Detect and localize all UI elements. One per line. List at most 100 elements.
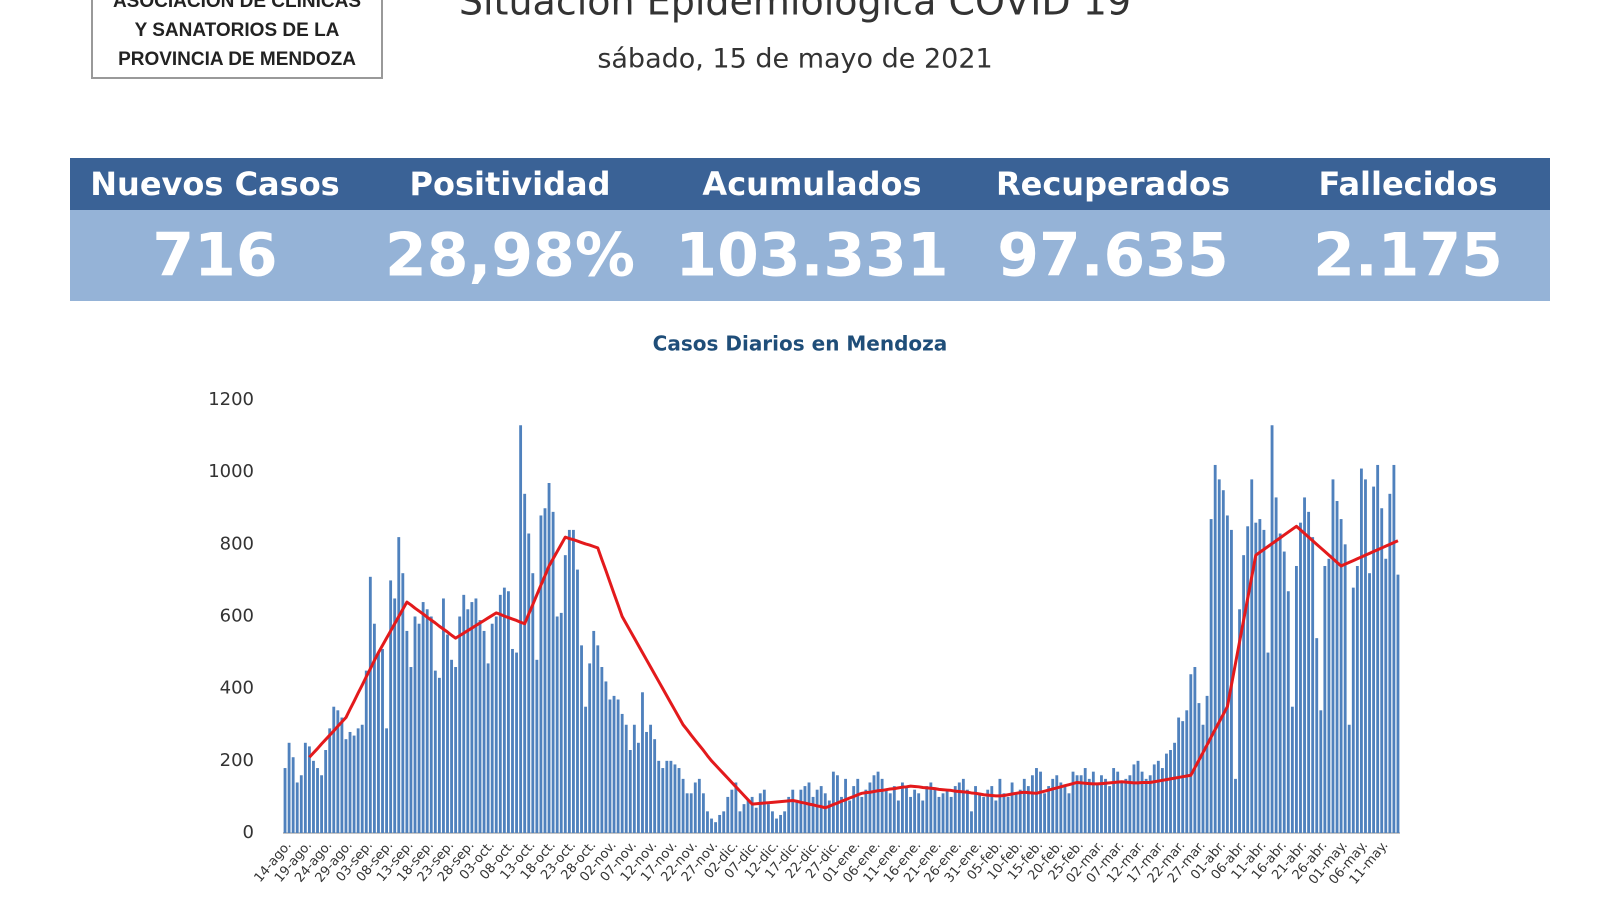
bar — [1026, 786, 1030, 833]
bar — [320, 775, 324, 833]
bar — [986, 789, 990, 833]
bar — [429, 616, 433, 833]
bar — [1006, 796, 1010, 833]
bar — [799, 789, 803, 833]
bar — [1165, 753, 1168, 833]
bar — [1083, 768, 1087, 833]
bar — [511, 648, 514, 833]
bar — [1266, 652, 1270, 833]
bar — [588, 663, 592, 833]
bar — [1376, 464, 1380, 833]
bar — [775, 818, 778, 833]
bar — [1173, 742, 1176, 833]
bar — [515, 652, 518, 833]
bar — [823, 793, 827, 833]
bar — [901, 782, 904, 833]
bar — [710, 818, 713, 833]
date: sábado, 15 de mayo de 2021 — [597, 44, 992, 75]
bar — [543, 508, 547, 833]
bar — [1112, 768, 1116, 833]
bar — [909, 796, 912, 833]
bar — [1177, 717, 1181, 833]
bar — [381, 648, 384, 833]
bar — [718, 814, 722, 833]
bar — [502, 587, 506, 833]
bar — [701, 793, 705, 833]
bar — [811, 796, 815, 833]
bar — [1160, 768, 1164, 833]
bar — [1347, 724, 1351, 833]
bar — [1197, 703, 1201, 833]
bar — [1185, 710, 1189, 833]
chart-title: Casos Diarios en Mendoza — [653, 332, 948, 356]
y-tick-label: 400 — [220, 678, 254, 699]
bar — [1116, 771, 1120, 833]
bar — [1278, 533, 1282, 833]
bar — [316, 768, 319, 833]
bar — [636, 742, 640, 833]
bar — [1063, 786, 1067, 833]
bar — [1323, 565, 1327, 833]
logo-line: PROVINCIA DE MENDOZA — [118, 49, 356, 70]
moving-average-line — [308, 524, 1399, 810]
bar — [1388, 493, 1392, 833]
bar — [1359, 468, 1363, 833]
bar — [1035, 768, 1038, 833]
bar — [283, 768, 287, 833]
bar — [868, 782, 872, 833]
bar — [730, 789, 734, 833]
stat-label: Positividad — [410, 165, 611, 203]
bar — [742, 804, 746, 833]
bar — [933, 789, 937, 833]
stat-label: Acumulados — [702, 165, 921, 203]
bar — [1148, 775, 1152, 833]
bar — [1384, 558, 1388, 833]
bar — [738, 811, 742, 833]
bar — [1221, 490, 1225, 833]
bar — [421, 602, 425, 833]
bar — [523, 493, 527, 833]
logo-frame — [91, 0, 383, 79]
bar — [417, 623, 421, 833]
bar — [1364, 479, 1367, 833]
bar — [994, 800, 998, 833]
bar — [466, 609, 470, 833]
stats-header — [70, 158, 1550, 210]
bar — [896, 800, 900, 833]
bar — [1059, 782, 1063, 833]
bar — [474, 598, 478, 833]
bar — [1339, 519, 1343, 833]
bar — [478, 620, 482, 833]
bar — [433, 670, 437, 833]
stat-value: 97.635 — [997, 221, 1229, 291]
bar — [442, 598, 445, 833]
bar — [783, 811, 787, 833]
bar — [1238, 609, 1241, 833]
bar — [1274, 497, 1278, 833]
bar — [746, 800, 750, 833]
bar — [1002, 793, 1006, 833]
bar — [787, 796, 791, 833]
bar — [864, 789, 868, 833]
y-tick-label: 800 — [220, 533, 254, 554]
bar — [312, 760, 315, 833]
bar — [295, 782, 299, 833]
y-tick-label: 0 — [243, 822, 254, 843]
bar — [1380, 508, 1384, 833]
bar — [1144, 778, 1148, 833]
stat-label: Nuevos Casos — [90, 165, 339, 203]
bar — [600, 667, 604, 833]
bar — [1262, 529, 1266, 833]
bar — [291, 757, 295, 833]
bar — [860, 796, 864, 833]
bar — [1290, 706, 1294, 833]
bar — [377, 652, 380, 833]
bar — [446, 634, 449, 833]
bar — [596, 645, 600, 833]
bar — [1217, 479, 1221, 833]
bar — [990, 786, 994, 833]
bar — [1169, 750, 1172, 833]
bar — [531, 573, 535, 833]
bar — [519, 425, 523, 833]
